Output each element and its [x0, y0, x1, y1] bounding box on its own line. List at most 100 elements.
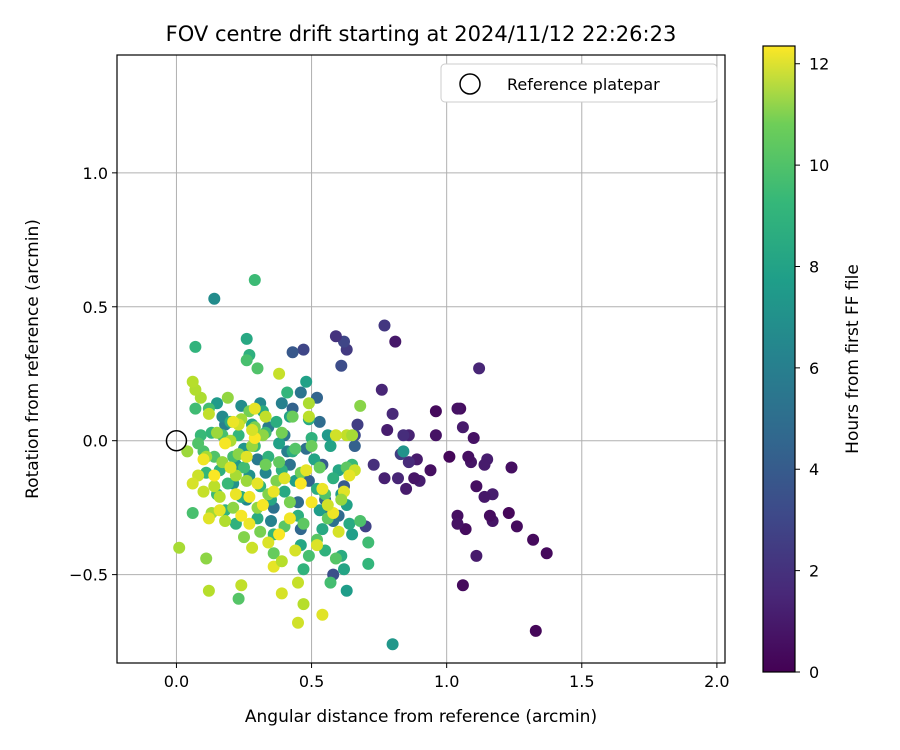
x-tick-label: 0.5: [299, 672, 324, 691]
data-point: [510, 520, 523, 533]
data-point: [240, 474, 253, 487]
data-point: [362, 536, 375, 549]
data-point: [259, 458, 272, 471]
data-point: [267, 547, 280, 560]
data-point: [329, 552, 342, 565]
colorbar-label: Hours from first FF file: [843, 264, 863, 454]
data-point: [316, 523, 329, 536]
data-point: [267, 485, 280, 498]
data-point: [305, 440, 318, 452]
data-point: [429, 429, 442, 442]
grid-lines: [117, 55, 725, 663]
data-point: [208, 480, 221, 493]
data-point: [197, 485, 210, 498]
legend-label: Reference platepar: [507, 75, 660, 94]
data-point: [332, 525, 345, 538]
data-point: [219, 515, 232, 527]
data-point: [300, 375, 313, 388]
data-point: [297, 563, 310, 576]
data-point: [424, 464, 437, 477]
data-point: [467, 432, 480, 444]
data-point: [211, 426, 223, 439]
data-point: [443, 450, 456, 463]
data-point: [502, 507, 515, 519]
y-axis-ticks: −0.5 0.0 0.5 1.0: [69, 164, 117, 585]
x-tick-label: 0.0: [164, 672, 189, 691]
data-point: [173, 541, 186, 554]
data-point: [375, 383, 388, 396]
data-point: [327, 472, 340, 485]
data-point: [478, 458, 491, 471]
data-point: [221, 391, 234, 404]
data-point: [200, 552, 213, 565]
data-point: [275, 397, 288, 410]
legend: Reference platepar: [440, 63, 718, 103]
data-point: [224, 461, 237, 474]
data-point: [278, 472, 291, 485]
data-point: [292, 616, 304, 629]
y-tick-label: 0.0: [83, 432, 108, 451]
data-point: [275, 587, 288, 600]
data-point: [316, 608, 329, 621]
data-point: [386, 638, 399, 651]
data-point: [297, 343, 310, 356]
y-axis-label: Rotation from reference (arcmin): [23, 219, 43, 499]
data-point: [313, 461, 326, 474]
data-point: [248, 274, 261, 286]
data-point: [281, 386, 294, 399]
data-point: [227, 415, 240, 428]
data-point: [238, 531, 250, 544]
data-point: [213, 504, 226, 517]
data-point: [232, 592, 245, 605]
chart-title: FOV centre drift starting at 2024/11/12 …: [166, 22, 677, 46]
data-point: [256, 499, 269, 511]
data-point: [243, 517, 256, 530]
data-point: [381, 424, 394, 436]
data-point: [456, 579, 469, 592]
data-point: [251, 477, 264, 490]
data-point: [324, 440, 337, 452]
data-point: [208, 292, 221, 305]
data-point: [202, 512, 215, 525]
data-point: [302, 410, 315, 423]
data-point: [343, 469, 356, 482]
data-point: [278, 485, 291, 498]
data-point: [400, 482, 413, 495]
data-point: [505, 461, 518, 474]
data-point: [473, 362, 486, 375]
data-point: [265, 515, 277, 527]
colorbar: 0 2 4 6 8 10 12 Hours from first FF file: [762, 45, 863, 682]
data-point: [251, 362, 264, 375]
data-point: [219, 437, 232, 450]
data-point: [408, 472, 421, 485]
colorbar-tick-label: 12: [809, 55, 829, 74]
data-point: [186, 477, 199, 490]
data-point: [402, 456, 415, 469]
data-point: [248, 402, 261, 415]
data-point: [202, 407, 215, 420]
data-point: [186, 507, 199, 519]
data-point: [340, 584, 353, 597]
x-tick-label: 1.5: [569, 672, 594, 691]
data-point: [273, 437, 286, 450]
colorbar-tick-label: 2: [809, 562, 819, 581]
data-point: [354, 399, 367, 412]
data-point: [316, 482, 329, 495]
data-point: [273, 367, 286, 380]
data-point: [275, 555, 288, 568]
data-point: [335, 359, 348, 372]
data-point: [189, 340, 202, 353]
data-point: [529, 624, 542, 637]
data-point: [235, 509, 248, 522]
data-point: [348, 440, 361, 452]
data-point: [273, 528, 286, 541]
x-axis-ticks: 0.0 0.5 1.0 1.5 2.0: [164, 663, 730, 691]
legend-open-circle-icon: [459, 73, 481, 95]
data-point: [311, 539, 323, 552]
data-point: [302, 397, 315, 410]
data-point: [346, 429, 359, 442]
data-point: [470, 549, 483, 562]
data-point: [456, 421, 469, 434]
data-point: [354, 515, 367, 527]
